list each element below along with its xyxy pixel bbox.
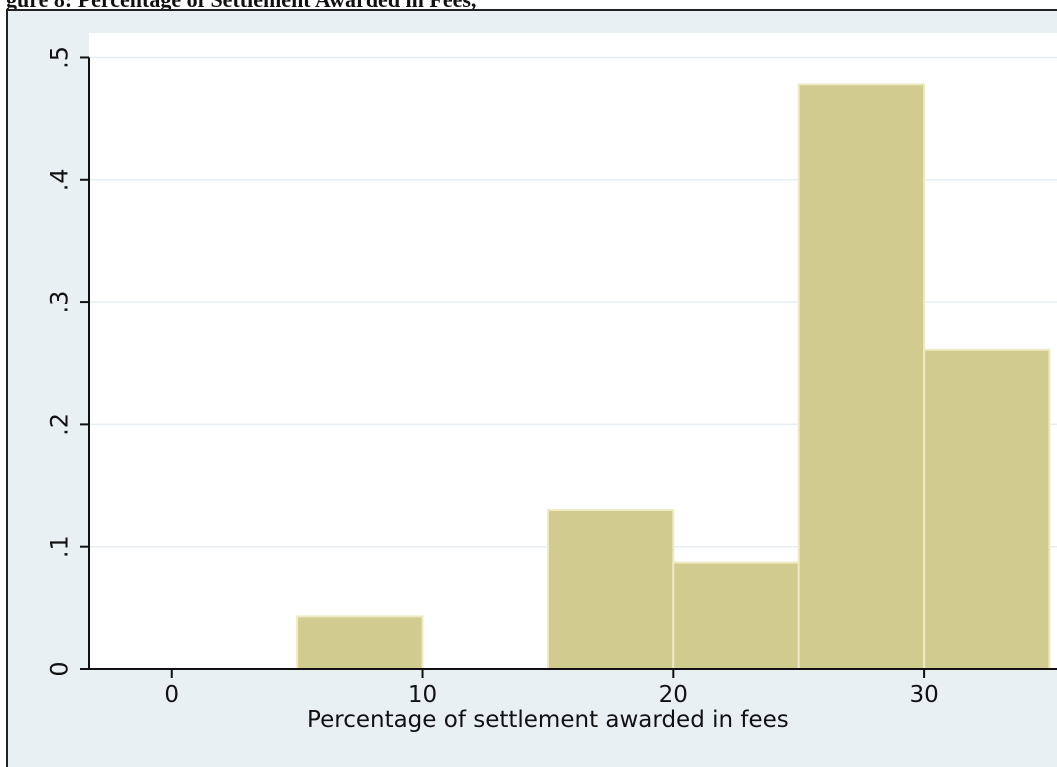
histogram-bar [672, 561, 800, 670]
x-tick-label: 30 [909, 682, 938, 708]
axes [88, 57, 1057, 670]
y-tick-label: .5 [45, 46, 73, 69]
histogram-bar [923, 348, 1051, 670]
y-tick-label: .2 [45, 413, 73, 436]
histogram-chart: 0 .1 .2 .3 .4 .5 0 10 20 30 Percentage of settle… [8, 11, 1057, 767]
y-ticks: 0 .1 .2 .3 .4 .5 [45, 46, 89, 677]
x-tick-label: 0 [164, 682, 179, 708]
y-tick-label: .4 [45, 168, 73, 191]
chart-frame: 0 .1 .2 .3 .4 .5 0 10 20 30 Percentage of settle… [6, 9, 1057, 767]
x-axis-title: Percentage of settlement awarded in fees [307, 707, 789, 733]
y-tick-label: .1 [45, 535, 73, 558]
histogram-bar [546, 509, 675, 670]
y-tick-label: .3 [45, 291, 73, 314]
x-tick-label: 10 [408, 682, 437, 708]
histogram-bar [797, 83, 926, 671]
x-tick-label: 20 [659, 682, 688, 708]
histogram-bar [296, 615, 424, 671]
x-ticks: 0 10 20 30 [164, 669, 939, 708]
bars [296, 83, 1051, 671]
y-tick-label: 0 [45, 661, 73, 676]
